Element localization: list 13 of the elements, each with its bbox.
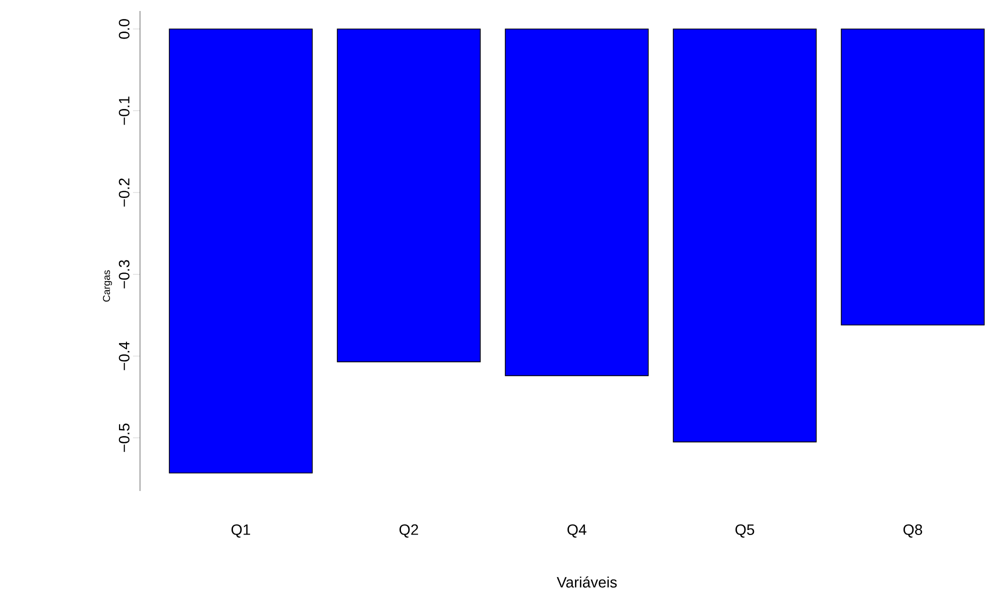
y-tick-label: −0.4 — [118, 342, 130, 370]
y-tick-label: 0.0 — [118, 19, 130, 39]
x-tick-label: Q2 — [399, 524, 418, 538]
y-axis-title: Cargas — [102, 270, 112, 302]
x-tick-label: Q5 — [735, 524, 754, 538]
x-tick-label: Q8 — [903, 524, 922, 538]
x-tick-label: Q4 — [567, 524, 586, 538]
x-axis-title: Variáveis — [556, 576, 617, 588]
y-tick-label: −0.1 — [118, 96, 130, 125]
y-tick-label: −0.3 — [118, 260, 130, 288]
y-tick-label: −0.2 — [118, 178, 130, 207]
y-tick-label: −0.5 — [118, 424, 130, 452]
x-tick-label: Q1 — [232, 524, 250, 538]
